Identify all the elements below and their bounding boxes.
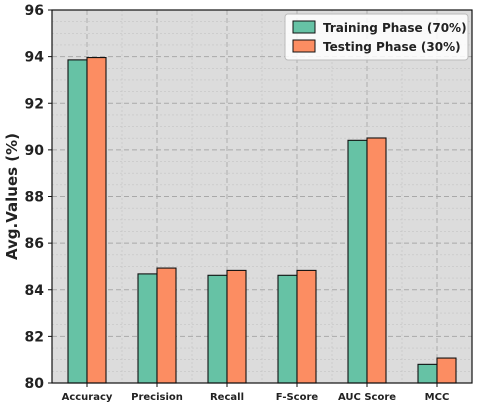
y-tick-label: 92 [25,96,44,112]
bar-testing-f-score [296,269,317,384]
minor-gridlines [51,10,473,383]
bar-testing-recall [226,269,247,384]
bar-training-precision [137,273,158,384]
bar-training-f-score [277,274,298,384]
y-tick-label: 94 [25,50,45,66]
bar-training-recall [207,274,228,384]
bars [67,57,457,384]
x-axis-ticks: Accuracy Precision Recall F-Score AUC Score M… [62,383,450,403]
legend: Training Phase (70%) Testing Phase (30%) [284,13,469,61]
x-tick-label: Accuracy [62,392,113,403]
bar-training-auc-score [347,139,368,384]
y-axis-ticks: 80 82 84 86 88 90 92 94 96 [25,3,52,392]
y-axis-title: Avg.Values (%) [3,133,21,260]
y-tick-label: 86 [25,236,44,252]
y-tick-label: 84 [25,283,45,299]
x-tick-label: F-Score [276,392,319,403]
legend-swatch [292,39,316,53]
bar-testing-auc-score [366,137,387,384]
legend-swatch [292,20,316,34]
y-tick-label: 90 [25,143,45,159]
bar-training-mcc [417,363,438,384]
bar-training-accuracy [67,59,88,384]
x-tick-label: Recall [210,392,244,403]
bar-testing-precision [156,267,177,384]
y-tick-label: 88 [25,190,44,206]
x-tick-label: Precision [131,392,183,403]
bar-testing-accuracy [86,57,107,384]
legend-label: Testing Phase (30%) [323,40,461,54]
bar-testing-mcc [436,357,457,384]
y-tick-label: 96 [25,3,44,19]
legend-label: Training Phase (70%) [323,21,467,35]
x-tick-label: AUC Score [338,392,396,403]
x-tick-label: MCC [425,392,450,403]
y-tick-label: 80 [25,376,45,392]
y-tick-label: 82 [25,329,44,345]
legend-box [284,13,469,61]
